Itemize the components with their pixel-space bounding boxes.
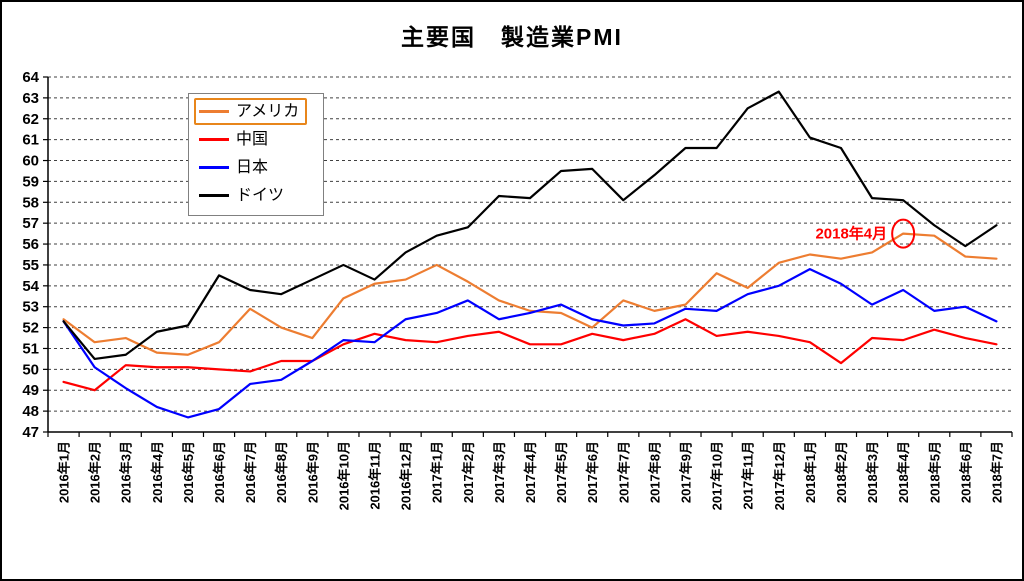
series-line-japan: [62, 268, 998, 419]
y-tick-label: 62: [22, 111, 39, 128]
x-tick-label: 2018年4月: [896, 441, 911, 503]
annotation-circle: [891, 218, 916, 249]
legend-swatch-germany: [199, 194, 229, 197]
y-tick-label: 54: [22, 278, 39, 295]
x-tick-label: 2017年9月: [678, 441, 693, 503]
series-line-germany: [62, 90, 998, 361]
y-tick-label: 64: [22, 69, 39, 86]
chart-legend: アメリカ中国日本ドイツ: [188, 93, 325, 216]
x-tick-label: 2017年10月: [710, 441, 725, 510]
x-tick-label: 2017年7月: [616, 441, 631, 503]
legend-swatch-china: [199, 138, 229, 141]
y-tick-label: 61: [22, 132, 39, 149]
legend-label-america: アメリカ: [236, 103, 300, 120]
series-line-america: [62, 232, 998, 356]
legend-item-germany: ドイツ: [194, 182, 307, 209]
x-tick-label: 2017年12月: [772, 441, 787, 510]
y-tick-label: 51: [22, 340, 39, 357]
series-line-china: [62, 318, 998, 392]
y-tick-label: 56: [22, 236, 39, 253]
legend-label-japan: 日本: [236, 159, 269, 176]
y-tick-label: 58: [22, 194, 39, 211]
y-tick-label: 50: [22, 361, 39, 378]
x-tick-label: 2018年7月: [989, 441, 1004, 503]
x-tick-label: 2016年6月: [212, 441, 227, 503]
y-tick-label: 52: [22, 320, 39, 337]
legend-label-china: 中国: [236, 131, 269, 148]
y-tick-label: 53: [22, 299, 39, 316]
x-tick-label: 2016年11月: [368, 441, 383, 510]
y-tick-label: 49: [22, 382, 39, 399]
x-tick-label: 2016年8月: [274, 441, 289, 503]
x-tick-label: 2017年3月: [492, 441, 507, 503]
x-tick-label: 2017年4月: [523, 441, 538, 503]
x-tick-label: 2018年2月: [834, 441, 849, 503]
x-tick-label: 2016年4月: [150, 441, 165, 503]
x-tick-label: 2018年5月: [927, 441, 942, 503]
x-tick-label: 2016年3月: [119, 441, 134, 503]
x-tick-label: 2017年2月: [461, 441, 476, 503]
x-tick-label: 2018年1月: [803, 441, 818, 503]
y-tick-label: 59: [22, 173, 39, 190]
legend-item-america: アメリカ: [194, 98, 308, 125]
x-tick-label: 2016年10月: [336, 441, 351, 510]
x-tick-label: 2016年2月: [88, 441, 103, 503]
x-tick-label: 2017年8月: [647, 441, 662, 503]
x-tick-label: 2017年11月: [741, 441, 756, 510]
annotation-label: 2018年4月: [815, 225, 887, 243]
y-tick-label: 57: [22, 215, 39, 232]
x-tick-label: 2016年5月: [181, 441, 196, 503]
x-tick-label: 2017年1月: [430, 441, 445, 503]
x-tick-label: 2016年1月: [57, 441, 72, 503]
legend-label-germany: ドイツ: [236, 187, 285, 204]
x-tick-label: 2016年7月: [243, 441, 258, 503]
x-tick-label: 2017年5月: [554, 441, 569, 503]
legend-item-japan: 日本: [194, 154, 307, 181]
chart-title: 主要国 製造業PMI: [401, 24, 623, 50]
legend-swatch-japan: [199, 166, 229, 169]
y-tick-label: 48: [22, 403, 39, 420]
legend-item-china: 中国: [194, 126, 307, 153]
x-tick-label: 2016年12月: [399, 441, 414, 510]
y-tick-label: 63: [22, 90, 39, 107]
legend-swatch-america: [199, 110, 229, 113]
x-tick-label: 2018年6月: [958, 441, 973, 503]
x-tick-label: 2017年6月: [585, 441, 600, 503]
x-tick-label: 2016年9月: [305, 441, 320, 503]
y-tick-label: 60: [22, 153, 39, 170]
x-tick-label: 2018年3月: [865, 441, 880, 503]
y-tick-label: 47: [22, 424, 39, 441]
y-tick-label: 55: [22, 257, 39, 274]
